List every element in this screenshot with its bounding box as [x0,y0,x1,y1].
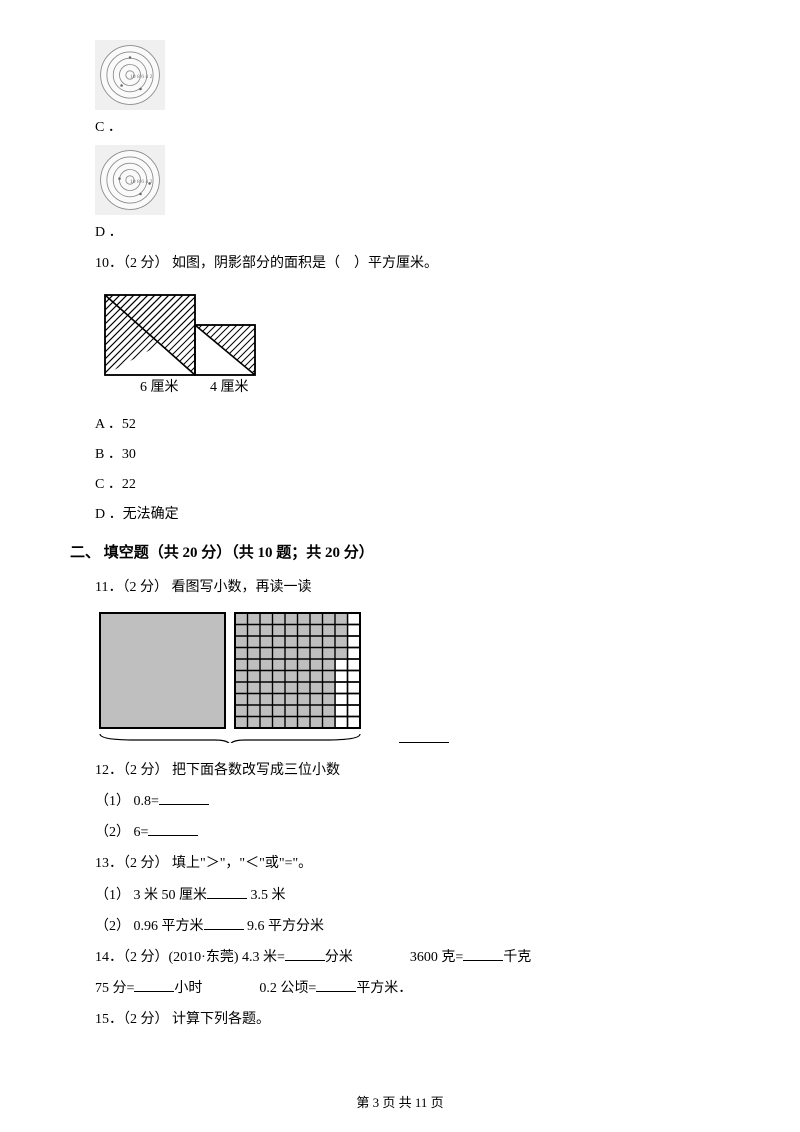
q13-s2a: （2） 0.96 平方米 [95,919,204,934]
option-c-label: C ． [95,115,730,140]
target-icon: 10 8 6 4 2 [95,40,165,110]
q14-b4[interactable] [316,978,356,992]
q11-blank[interactable] [399,729,449,743]
footer-c: 页 共 [379,1095,415,1110]
q13-sub1: （1） 3 米 50 厘米 3.5 米 [95,883,730,908]
q14-p1b: 分米 [325,950,353,965]
q13-s1-blank[interactable] [207,885,247,899]
section-2-header: 二、 填空题（共 20 分）（共 10 题；共 20 分） [70,540,730,567]
svg-text:4 厘米: 4 厘米 [210,379,249,395]
q12-sub2: （2） 6= [95,820,730,845]
q14-b3[interactable] [134,978,174,992]
q10-c: C ．22 [95,472,730,497]
q14-b2[interactable] [463,947,503,961]
q14-b1[interactable] [285,947,325,961]
option-c-figure: 10 8 6 4 2 [70,40,730,110]
q14-p3a: 75 分= [95,981,134,996]
q10-intro: 10．（2 分） 如图，阴影部分的面积是（ ）平方厘米。 [95,251,730,276]
q14-p4a: 0.2 公顷= [259,981,316,996]
q13-s2b: 9.6 平方分米 [244,919,325,934]
target-icon: 10 8 6 4 2 [95,145,165,215]
q14-line2: 75 分= 小时 0.2 公顷= 平方米． [70,976,730,1001]
page-footer: 第 3 页 共 11 页 [0,1091,800,1114]
q14-p3b: 小时 [174,981,202,996]
footer-e: 页 [427,1095,443,1110]
svg-text:10 8 6 4 2: 10 8 6 4 2 [130,74,153,80]
footer-total: 11 [415,1095,428,1110]
q10-b: B ．30 [95,442,730,467]
q14-line1: 14．（2 分）(2010·东莞) 4.3 米= 分米 3600 克= 千克 [95,945,730,970]
q10-figure: 6 厘米 4 厘米 [95,285,730,404]
q10-a: A ．52 [95,412,730,437]
q15-intro: 15．（2 分） 计算下列各题。 [95,1007,730,1032]
q12-intro: 12．（2 分） 把下面各数改写成三位小数 [95,758,730,783]
q14-p2b: 千克 [503,950,531,965]
q12-s1-blank[interactable] [159,791,209,805]
q13-intro: 13．（2 分） 填上"＞"，"＜"或"="。 [95,851,730,876]
q11-intro: 11．（2 分） 看图写小数，再读一读 [95,575,730,600]
q12-s2-blank[interactable] [148,822,198,836]
svg-text:10 8 6 4 2: 10 8 6 4 2 [130,179,153,185]
q12-sub1: （1） 0.8= [95,789,730,814]
q13-s1a: （1） 3 米 50 厘米 [95,888,207,903]
q13-sub2: （2） 0.96 平方米 9.6 平方分米 [95,914,730,939]
footer-a: 第 [356,1095,372,1110]
svg-text:6 厘米: 6 厘米 [140,379,179,395]
option-d-label: D ． [95,220,730,245]
q13-s1b: 3.5 米 [247,888,286,903]
q11-figure [95,608,730,752]
q14-p2a: 3600 克= [410,950,463,965]
q13-s2-blank[interactable] [204,916,244,930]
q12-s2-text: （2） 6= [95,825,148,840]
option-d-figure: 10 8 6 4 2 [70,145,730,215]
q14-p4b: 平方米． [356,981,412,996]
q12-s1-text: （1） 0.8= [95,794,159,809]
q10-d: D ．无法确定 [95,502,730,527]
q14-p1a: 14．（2 分）(2010·东莞) 4.3 米= [95,950,285,965]
